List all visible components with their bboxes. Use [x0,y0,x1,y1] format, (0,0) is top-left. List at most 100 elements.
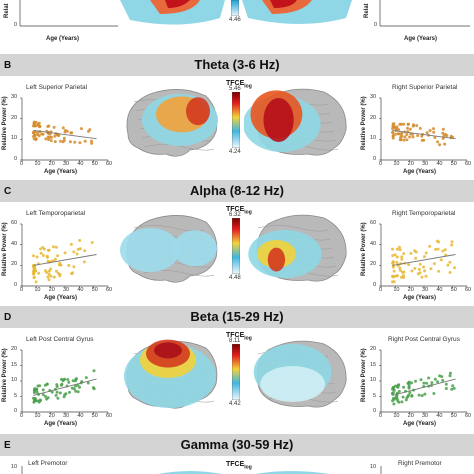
tfce-min-d: 4.42 [229,401,241,407]
data-point [76,390,80,394]
data-point [40,132,44,136]
right-ylabel-b: Relative Power (%) [361,96,367,150]
data-point [397,128,401,132]
data-point [70,386,74,390]
data-point [410,269,414,273]
data-point [58,391,62,395]
right-xtick-d: 20 [407,413,414,419]
brain-right-d [253,340,347,408]
data-point [49,274,53,278]
left-xtick-d: 0 [20,413,24,419]
tfce-label-b: TFCElog [226,80,252,90]
data-point [391,275,395,279]
panel-letter-b: B [4,60,12,71]
right-ytick-c: 0 [373,282,377,288]
data-point [432,127,435,131]
data-point [408,391,412,394]
data-point [400,275,403,279]
data-point [438,374,442,378]
data-point [68,140,72,144]
data-point [414,379,417,383]
left-ytick-c: 60 [11,220,18,226]
data-point [425,381,429,385]
right-region-b: Right Superior Parietal [392,84,458,91]
data-point [448,374,452,378]
data-point [46,275,50,279]
data-point [397,132,401,136]
right-xlabel-b: Age (Years) [403,169,437,175]
left-xlabel-d: Age (Years) [44,421,78,427]
data-point [425,131,429,135]
data-point [401,270,404,274]
data-point [35,255,39,259]
data-point [78,247,82,251]
data-point [415,124,419,128]
fit-line [392,130,456,140]
top-right-ytick: 0 [374,22,378,28]
right-ytick-d: 15 [370,361,377,368]
data-point [47,138,50,141]
data-point [420,394,424,398]
data-point [408,135,412,139]
band-title-d: Beta (15-29 Hz) [190,309,284,324]
data-point [38,384,42,388]
data-point [423,392,427,396]
data-point [32,131,36,135]
fit-line [392,378,456,396]
data-point [416,134,420,138]
left-ytick-b: 10 [11,135,18,142]
right-xtick-d: 40 [436,413,443,419]
data-point [402,122,406,126]
panel-letter-e: E [4,440,11,451]
data-point [410,394,414,398]
data-point [398,266,402,270]
right-xtick-b: 0 [379,161,383,167]
data-point [71,379,75,383]
band-d [0,306,474,328]
data-point [436,140,440,144]
data-point [401,395,405,399]
data-point [418,126,422,130]
data-point [48,132,52,136]
data-point [53,140,57,144]
data-point [417,267,421,271]
data-point [400,255,404,259]
data-point [436,380,440,384]
data-point [33,269,37,273]
data-point [402,385,406,389]
data-point [73,140,77,144]
data-point [32,120,36,124]
data-point [396,399,400,403]
activation-blob [120,228,180,272]
data-point [397,389,401,393]
data-point [47,248,51,252]
data-point [71,271,74,275]
data-point [420,275,424,279]
right-scatter-d [379,349,468,414]
brain-left-c [120,215,218,283]
right-ytick-c: 60 [370,220,377,226]
data-point [428,244,432,248]
top-left-axes [19,0,118,27]
data-point [450,240,454,244]
data-point [391,280,394,284]
gamma-band [0,434,474,456]
data-point [35,388,38,392]
data-point [34,280,38,284]
band-title-c: Alpha (8-12 Hz) [190,183,284,198]
left-xtick-c: 40 [77,287,84,293]
left-ytick-d: 5 [14,392,18,399]
left-ytick-d: 15 [11,361,18,368]
brain-left-b [126,89,218,157]
data-point [32,272,36,276]
colorbar-d [232,344,240,400]
left-xtick-b: 0 [20,161,24,167]
data-point [72,265,76,269]
data-point [438,143,442,147]
data-point [399,133,403,136]
data-point [428,129,432,132]
left-xtick-d: 50 [91,413,98,419]
right-ylabel-d: Relative Power (%) [361,348,367,402]
data-point [56,396,60,400]
data-point [75,252,79,256]
